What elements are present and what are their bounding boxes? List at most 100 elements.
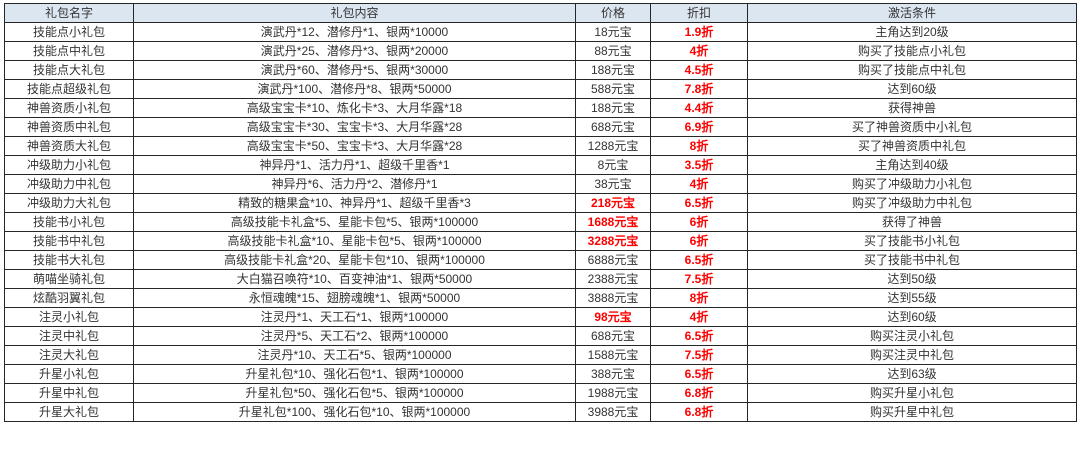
- price-cell: 8元宝: [575, 155, 651, 175]
- table-row: 冲级助力大礼包 精致的糖果盒*10、神异丹*1、超级千里香*3 218元宝 6.5折购…: [4, 193, 1077, 213]
- name-cell: 冲级助力中礼包: [4, 174, 134, 194]
- price-cell: 38元宝: [575, 174, 651, 194]
- column-header-discount: 折扣: [650, 3, 748, 23]
- condition-cell: 买了神兽资质中小礼包: [747, 117, 1077, 137]
- condition-cell: 达到60级: [747, 307, 1077, 327]
- price-cell: 3988元宝: [575, 402, 651, 422]
- condition-cell: 购买了冲级助力小礼包: [747, 174, 1077, 194]
- condition-cell: 达到63级: [747, 364, 1077, 384]
- price-cell: 1688元宝: [575, 212, 651, 232]
- condition-cell: 获得了神兽: [747, 212, 1077, 232]
- price-cell: 688元宝: [575, 326, 651, 346]
- condition-cell: 买了神兽资质中礼包: [747, 136, 1077, 156]
- name-cell: 技能书中礼包: [4, 231, 134, 251]
- condition-cell: 购买了技能点中礼包: [747, 60, 1077, 80]
- name-cell: 注灵小礼包: [4, 307, 134, 327]
- content-cell: 演武丹*60、潜修丹*5、银两*30000: [133, 60, 576, 80]
- table-row: 技能点超级礼包 演武丹*100、潜修丹*8、银两*50000 588元宝 7.8折 达到…: [4, 79, 1077, 99]
- discount-cell: 6.8折: [650, 383, 748, 403]
- condition-cell: 购买升星小礼包: [747, 383, 1077, 403]
- discount-cell: 7.5折: [650, 345, 748, 365]
- content-cell: 演武丹*100、潜修丹*8、银两*50000: [133, 79, 576, 99]
- price-cell: 388元宝: [575, 364, 651, 384]
- content-cell: 永恒魂魄*15、翅膀魂魄*1、银两*50000: [133, 288, 576, 308]
- content-cell: 注灵丹*5、天工石*2、银两*100000: [133, 326, 576, 346]
- price-cell: 6888元宝: [575, 250, 651, 270]
- gift-package-table: 礼包名字 礼包内容 价格 折扣 激活条件 技能点小礼包 演武丹*12、潜修丹*1、银两*1…: [4, 3, 1077, 422]
- table-row: 神兽资质大礼包 高级宝宝卡*50、宝宝卡*3、大月华露*28 1288元宝 8折 买了神…: [4, 136, 1077, 156]
- column-header-price: 价格: [575, 3, 651, 23]
- condition-cell: 购买注灵中礼包: [747, 345, 1077, 365]
- discount-cell: 7.8折: [650, 79, 748, 99]
- content-cell: 升星礼包*100、强化石包*10、银两*100000: [133, 402, 576, 422]
- price-cell: 1588元宝: [575, 345, 651, 365]
- condition-cell: 买了技能书中礼包: [747, 250, 1077, 270]
- table-row: 炫酷羽翼礼包 永恒魂魄*15、翅膀魂魄*1、银两*50000 3888元宝 8折 达到5…: [4, 288, 1077, 308]
- name-cell: 技能点大礼包: [4, 60, 134, 80]
- content-cell: 升星礼包*50、强化石包*5、银两*100000: [133, 383, 576, 403]
- condition-cell: 达到60级: [747, 79, 1077, 99]
- price-cell: 588元宝: [575, 79, 651, 99]
- price-cell: 188元宝: [575, 60, 651, 80]
- price-cell: 2388元宝: [575, 269, 651, 289]
- price-cell: 218元宝: [575, 193, 651, 213]
- discount-cell: 6折: [650, 231, 748, 251]
- name-cell: 神兽资质大礼包: [4, 136, 134, 156]
- name-cell: 神兽资质小礼包: [4, 98, 134, 118]
- discount-cell: 4.4折: [650, 98, 748, 118]
- table-row: 技能书中礼包 高级技能卡礼盒*10、星能卡包*5、银两*100000 3288元宝 6…: [4, 231, 1077, 251]
- price-cell: 3288元宝: [575, 231, 651, 251]
- content-cell: 大白猫召唤符*10、百变神油*1、银两*50000: [133, 269, 576, 289]
- price-cell: 98元宝: [575, 307, 651, 327]
- content-cell: 演武丹*25、潜修丹*3、银两*20000: [133, 41, 576, 61]
- condition-cell: 购买了冲级助力中礼包: [747, 193, 1077, 213]
- table-row: 升星小礼包 升星礼包*10、强化石包*1、银两*100000 388元宝 6.5折 达到…: [4, 364, 1077, 384]
- column-header-name: 礼包名字: [4, 3, 134, 23]
- name-cell: 升星大礼包: [4, 402, 134, 422]
- discount-cell: 4折: [650, 307, 748, 327]
- price-cell: 188元宝: [575, 98, 651, 118]
- table-row: 神兽资质中礼包 高级宝宝卡*30、宝宝卡*3、大月华露*28 688元宝 6.9折 买了…: [4, 117, 1077, 137]
- table-row: 冲级助力小礼包 神异丹*1、活力丹*1、超级千里香*1 8元宝 3.5折 主角达到40级: [4, 155, 1077, 175]
- content-cell: 注灵丹*1、天工石*1、银两*100000: [133, 307, 576, 327]
- discount-cell: 6.5折: [650, 364, 748, 384]
- name-cell: 技能书小礼包: [4, 212, 134, 232]
- name-cell: 技能书大礼包: [4, 250, 134, 270]
- condition-cell: 获得神兽: [747, 98, 1077, 118]
- name-cell: 升星中礼包: [4, 383, 134, 403]
- header-row: 礼包名字 礼包内容 价格 折扣 激活条件: [4, 3, 1077, 23]
- condition-cell: 主角达到20级: [747, 22, 1077, 42]
- column-header-content: 礼包内容: [133, 3, 576, 23]
- name-cell: 技能点中礼包: [4, 41, 134, 61]
- discount-cell: 6.5折: [650, 193, 748, 213]
- content-cell: 高级技能卡礼盒*10、星能卡包*5、银两*100000: [133, 231, 576, 251]
- name-cell: 注灵大礼包: [4, 345, 134, 365]
- content-cell: 高级技能卡礼盒*20、星能卡包*10、银两*100000: [133, 250, 576, 270]
- discount-cell: 6.9折: [650, 117, 748, 137]
- price-cell: 688元宝: [575, 117, 651, 137]
- name-cell: 神兽资质中礼包: [4, 117, 134, 137]
- content-cell: 演武丹*12、潜修丹*1、银两*10000: [133, 22, 576, 42]
- name-cell: 升星小礼包: [4, 364, 134, 384]
- discount-cell: 7.5折: [650, 269, 748, 289]
- discount-cell: 6.8折: [650, 402, 748, 422]
- table-row: 注灵大礼包 注灵丹*10、天工石*5、银两*100000 1588元宝 7.5折 购买注…: [4, 345, 1077, 365]
- content-cell: 高级宝宝卡*10、炼化卡*3、大月华露*18: [133, 98, 576, 118]
- content-cell: 升星礼包*10、强化石包*1、银两*100000: [133, 364, 576, 384]
- discount-cell: 6.5折: [650, 250, 748, 270]
- price-cell: 1288元宝: [575, 136, 651, 156]
- name-cell: 注灵中礼包: [4, 326, 134, 346]
- table-row: 升星大礼包 升星礼包*100、强化石包*10、银两*100000 3988元宝 6.8…: [4, 402, 1077, 422]
- price-cell: 1988元宝: [575, 383, 651, 403]
- name-cell: 冲级助力大礼包: [4, 193, 134, 213]
- table-row: 神兽资质小礼包 高级宝宝卡*10、炼化卡*3、大月华露*18 188元宝 4.4折 获得…: [4, 98, 1077, 118]
- table-body: 技能点小礼包 演武丹*12、潜修丹*1、银两*10000 18元宝 1.9折 主角达到2…: [4, 22, 1077, 422]
- condition-cell: 买了技能书小礼包: [747, 231, 1077, 251]
- content-cell: 神异丹*1、活力丹*1、超级千里香*1: [133, 155, 576, 175]
- name-cell: 冲级助力小礼包: [4, 155, 134, 175]
- table-row: 注灵中礼包 注灵丹*5、天工石*2、银两*100000 688元宝 6.5折 购买注灵小…: [4, 326, 1077, 346]
- content-cell: 高级宝宝卡*50、宝宝卡*3、大月华露*28: [133, 136, 576, 156]
- name-cell: 萌喵坐骑礼包: [4, 269, 134, 289]
- discount-cell: 8折: [650, 288, 748, 308]
